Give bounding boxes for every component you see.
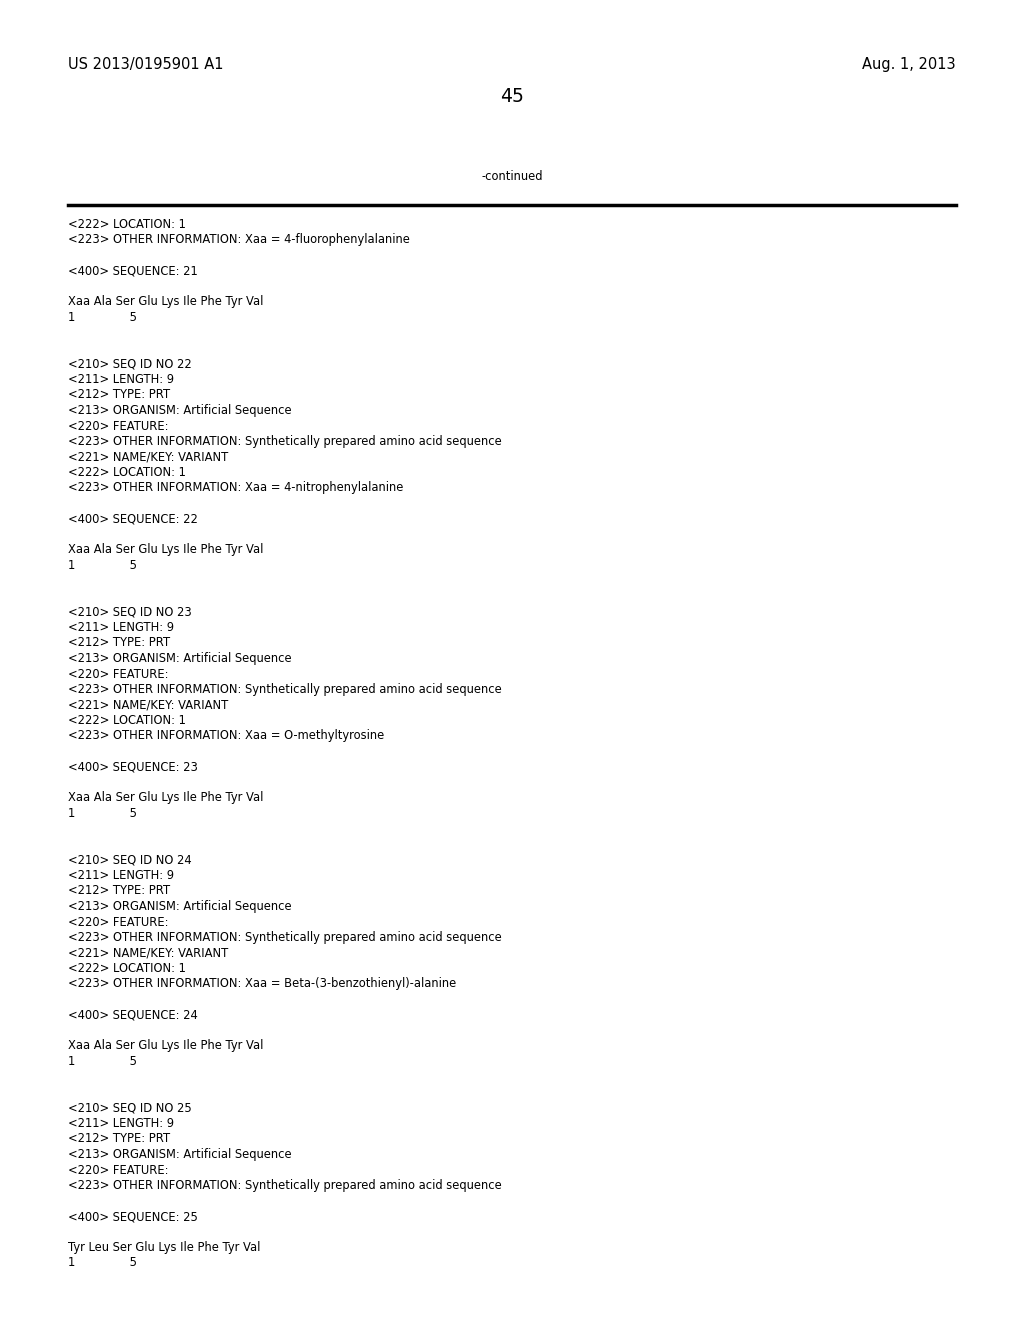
Text: 1               5: 1 5 [68, 558, 137, 572]
Text: 45: 45 [500, 87, 524, 106]
Text: <222> LOCATION: 1: <222> LOCATION: 1 [68, 218, 186, 231]
Text: <400> SEQUENCE: 25: <400> SEQUENCE: 25 [68, 1210, 198, 1224]
Text: <223> OTHER INFORMATION: Synthetically prepared amino acid sequence: <223> OTHER INFORMATION: Synthetically p… [68, 931, 502, 944]
Text: 1               5: 1 5 [68, 807, 137, 820]
Text: US 2013/0195901 A1: US 2013/0195901 A1 [68, 57, 223, 73]
Text: <400> SEQUENCE: 22: <400> SEQUENCE: 22 [68, 512, 198, 525]
Text: <211> LENGTH: 9: <211> LENGTH: 9 [68, 1117, 174, 1130]
Text: 1               5: 1 5 [68, 1055, 137, 1068]
Text: <212> TYPE: PRT: <212> TYPE: PRT [68, 388, 170, 401]
Text: <210> SEQ ID NO 25: <210> SEQ ID NO 25 [68, 1101, 191, 1114]
Text: <210> SEQ ID NO 24: <210> SEQ ID NO 24 [68, 854, 191, 866]
Text: <223> OTHER INFORMATION: Synthetically prepared amino acid sequence: <223> OTHER INFORMATION: Synthetically p… [68, 436, 502, 447]
Text: <210> SEQ ID NO 22: <210> SEQ ID NO 22 [68, 358, 191, 371]
Text: <221> NAME/KEY: VARIANT: <221> NAME/KEY: VARIANT [68, 450, 228, 463]
Text: <210> SEQ ID NO 23: <210> SEQ ID NO 23 [68, 606, 191, 619]
Text: <211> LENGTH: 9: <211> LENGTH: 9 [68, 620, 174, 634]
Text: <220> FEATURE:: <220> FEATURE: [68, 420, 169, 433]
Text: Xaa Ala Ser Glu Lys Ile Phe Tyr Val: Xaa Ala Ser Glu Lys Ile Phe Tyr Val [68, 544, 263, 557]
Text: <213> ORGANISM: Artificial Sequence: <213> ORGANISM: Artificial Sequence [68, 404, 292, 417]
Text: Aug. 1, 2013: Aug. 1, 2013 [862, 57, 956, 73]
Text: <222> LOCATION: 1: <222> LOCATION: 1 [68, 714, 186, 727]
Text: <212> TYPE: PRT: <212> TYPE: PRT [68, 884, 170, 898]
Text: -continued: -continued [481, 170, 543, 183]
Text: <223> OTHER INFORMATION: Synthetically prepared amino acid sequence: <223> OTHER INFORMATION: Synthetically p… [68, 682, 502, 696]
Text: <221> NAME/KEY: VARIANT: <221> NAME/KEY: VARIANT [68, 698, 228, 711]
Text: <400> SEQUENCE: 24: <400> SEQUENCE: 24 [68, 1008, 198, 1022]
Text: <222> LOCATION: 1: <222> LOCATION: 1 [68, 962, 186, 975]
Text: <223> OTHER INFORMATION: Synthetically prepared amino acid sequence: <223> OTHER INFORMATION: Synthetically p… [68, 1179, 502, 1192]
Text: Tyr Leu Ser Glu Lys Ile Phe Tyr Val: Tyr Leu Ser Glu Lys Ile Phe Tyr Val [68, 1241, 260, 1254]
Text: <213> ORGANISM: Artificial Sequence: <213> ORGANISM: Artificial Sequence [68, 652, 292, 665]
Text: <213> ORGANISM: Artificial Sequence: <213> ORGANISM: Artificial Sequence [68, 1148, 292, 1162]
Text: <223> OTHER INFORMATION: Xaa = 4-fluorophenylalanine: <223> OTHER INFORMATION: Xaa = 4-fluorop… [68, 234, 410, 247]
Text: <220> FEATURE:: <220> FEATURE: [68, 668, 169, 681]
Text: <220> FEATURE:: <220> FEATURE: [68, 916, 169, 928]
Text: <212> TYPE: PRT: <212> TYPE: PRT [68, 1133, 170, 1146]
Text: <222> LOCATION: 1: <222> LOCATION: 1 [68, 466, 186, 479]
Text: <223> OTHER INFORMATION: Xaa = 4-nitrophenylalanine: <223> OTHER INFORMATION: Xaa = 4-nitroph… [68, 482, 403, 495]
Text: Xaa Ala Ser Glu Lys Ile Phe Tyr Val: Xaa Ala Ser Glu Lys Ile Phe Tyr Val [68, 792, 263, 804]
Text: <213> ORGANISM: Artificial Sequence: <213> ORGANISM: Artificial Sequence [68, 900, 292, 913]
Text: <223> OTHER INFORMATION: Xaa = O-methyltyrosine: <223> OTHER INFORMATION: Xaa = O-methylt… [68, 730, 384, 742]
Text: <400> SEQUENCE: 23: <400> SEQUENCE: 23 [68, 760, 198, 774]
Text: Xaa Ala Ser Glu Lys Ile Phe Tyr Val: Xaa Ala Ser Glu Lys Ile Phe Tyr Val [68, 1040, 263, 1052]
Text: 1               5: 1 5 [68, 1257, 137, 1270]
Text: <211> LENGTH: 9: <211> LENGTH: 9 [68, 869, 174, 882]
Text: <221> NAME/KEY: VARIANT: <221> NAME/KEY: VARIANT [68, 946, 228, 960]
Text: 1               5: 1 5 [68, 312, 137, 323]
Text: <212> TYPE: PRT: <212> TYPE: PRT [68, 636, 170, 649]
Text: Xaa Ala Ser Glu Lys Ile Phe Tyr Val: Xaa Ala Ser Glu Lys Ile Phe Tyr Val [68, 296, 263, 309]
Text: <220> FEATURE:: <220> FEATURE: [68, 1163, 169, 1176]
Text: <211> LENGTH: 9: <211> LENGTH: 9 [68, 374, 174, 385]
Text: <223> OTHER INFORMATION: Xaa = Beta-(3-benzothienyl)-alanine: <223> OTHER INFORMATION: Xaa = Beta-(3-b… [68, 978, 457, 990]
Text: <400> SEQUENCE: 21: <400> SEQUENCE: 21 [68, 264, 198, 277]
